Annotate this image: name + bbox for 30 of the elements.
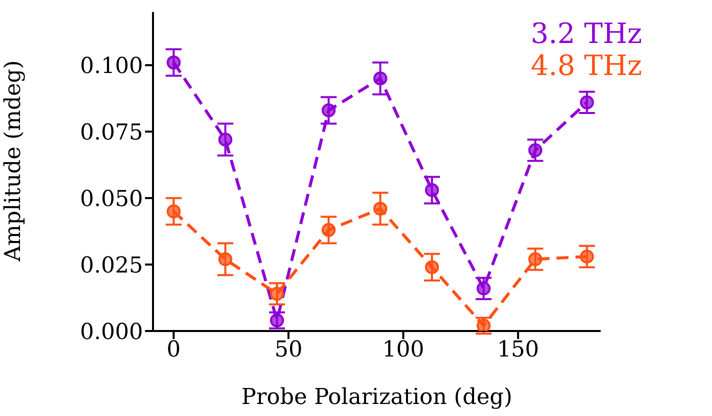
y-tick-label: 0.000 bbox=[80, 320, 143, 345]
point bbox=[166, 56, 181, 70]
point bbox=[476, 281, 491, 296]
y-tick-label: 0.100 bbox=[80, 54, 143, 79]
y-tick-label: 0.050 bbox=[80, 186, 143, 212]
point bbox=[322, 103, 336, 118]
y-axis-title: Amplitude (mdeg) bbox=[0, 60, 26, 262]
point bbox=[424, 260, 439, 274]
x-tick-label: 100 bbox=[382, 338, 424, 363]
point bbox=[528, 143, 542, 158]
x-tick-label: 0 bbox=[166, 338, 181, 363]
text: 4.8 THz bbox=[530, 49, 642, 82]
point bbox=[476, 318, 491, 331]
y-tick-label: 0.075 bbox=[80, 120, 143, 146]
point bbox=[322, 222, 336, 237]
point bbox=[424, 183, 439, 198]
point bbox=[580, 250, 594, 264]
point bbox=[373, 202, 388, 216]
point bbox=[270, 286, 284, 301]
point bbox=[166, 204, 181, 218]
x-tick-label: 50 bbox=[274, 338, 302, 363]
text: 3.2 THz bbox=[530, 17, 642, 50]
point bbox=[218, 132, 232, 147]
point bbox=[528, 252, 542, 266]
point bbox=[580, 95, 594, 110]
y-tick-label: 0.025 bbox=[80, 253, 143, 278]
point bbox=[373, 71, 388, 86]
x-axis-title: Probe Polarization (deg) bbox=[241, 385, 512, 410]
x-tick-label: 150 bbox=[497, 338, 540, 363]
point bbox=[218, 252, 232, 266]
